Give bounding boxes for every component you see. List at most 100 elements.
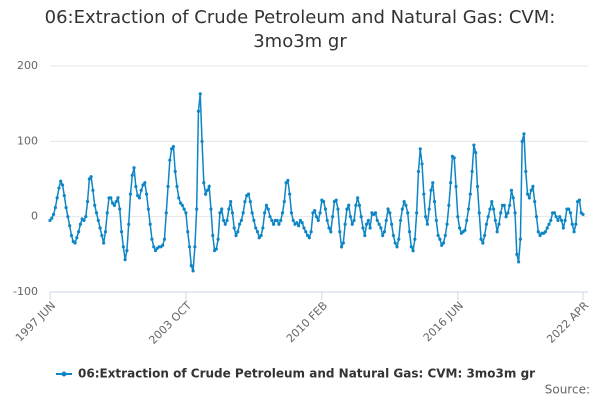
point: [416, 169, 421, 174]
point: [538, 233, 542, 238]
point: [250, 211, 254, 215]
point: [314, 215, 319, 219]
point: [343, 222, 347, 226]
point: [193, 245, 197, 249]
point: [373, 211, 378, 215]
point: [191, 269, 195, 273]
point: [547, 222, 551, 226]
point: [490, 200, 494, 204]
point: [218, 211, 222, 215]
point: [447, 203, 451, 207]
point: [209, 207, 213, 211]
point: [359, 215, 363, 219]
point: [195, 207, 199, 211]
point: [527, 196, 531, 200]
point: [114, 200, 118, 204]
point: [420, 162, 424, 166]
point: [93, 203, 97, 207]
point: [254, 226, 258, 230]
point: [479, 237, 483, 241]
point: [570, 222, 574, 226]
point: [524, 169, 528, 174]
point: [243, 200, 247, 204]
point: [78, 222, 83, 226]
point: [495, 230, 499, 234]
point: [94, 211, 99, 215]
point: [186, 230, 190, 234]
point: [509, 188, 514, 192]
point: [465, 218, 469, 223]
chart-title: 06:Extraction of Crude Petroleum and Nat…: [44, 7, 556, 52]
point: [130, 173, 134, 177]
point: [119, 230, 124, 234]
point: [216, 237, 220, 241]
point: [241, 211, 245, 215]
point: [109, 196, 113, 200]
point: [87, 177, 91, 181]
point: [325, 218, 329, 223]
point: [236, 230, 240, 234]
point: [457, 226, 462, 230]
point: [48, 218, 52, 223]
point: [207, 184, 211, 189]
point: [225, 218, 229, 223]
point: [386, 207, 390, 211]
point: [223, 222, 227, 226]
point: [382, 230, 387, 234]
point: [402, 200, 406, 204]
point: [137, 196, 142, 200]
point: [166, 184, 170, 189]
point: [214, 247, 218, 251]
point: [200, 139, 204, 143]
point: [522, 132, 526, 136]
point: [388, 211, 392, 215]
point: [525, 192, 530, 196]
point: [474, 151, 478, 155]
point: [491, 207, 496, 211]
point: [558, 215, 562, 219]
point: [98, 226, 102, 230]
point: [398, 218, 403, 223]
point: [234, 233, 238, 238]
point: [559, 218, 564, 223]
y-tick-label: 100: [17, 134, 38, 147]
point: [554, 215, 558, 219]
point: [375, 218, 379, 223]
point: [513, 211, 517, 215]
point: [284, 181, 288, 185]
point: [105, 211, 109, 215]
point: [152, 245, 156, 249]
point: [470, 169, 474, 174]
point: [438, 237, 442, 241]
point: [177, 196, 181, 200]
point: [581, 212, 585, 217]
x-tick-label: 2003 OCT: [146, 299, 194, 347]
point: [472, 143, 476, 147]
point: [198, 92, 202, 96]
y-tick-label: -100: [13, 285, 38, 298]
point: [302, 226, 306, 230]
point: [577, 198, 582, 202]
point: [484, 222, 489, 226]
point: [136, 193, 140, 198]
point: [463, 228, 467, 232]
point: [175, 184, 179, 189]
point: [545, 226, 549, 230]
point: [574, 222, 578, 226]
point: [323, 207, 328, 211]
point: [397, 237, 401, 241]
point: [338, 230, 342, 234]
point: [118, 207, 122, 211]
point: [60, 183, 65, 187]
point: [248, 200, 252, 204]
point: [297, 224, 301, 228]
x-tick-label: 1997 JUN: [13, 299, 58, 344]
point: [413, 237, 417, 241]
point: [123, 258, 127, 262]
point: [227, 207, 231, 211]
point: [424, 215, 428, 219]
point: [85, 200, 90, 204]
point: [486, 215, 490, 219]
point: [357, 203, 362, 207]
point: [511, 196, 515, 200]
